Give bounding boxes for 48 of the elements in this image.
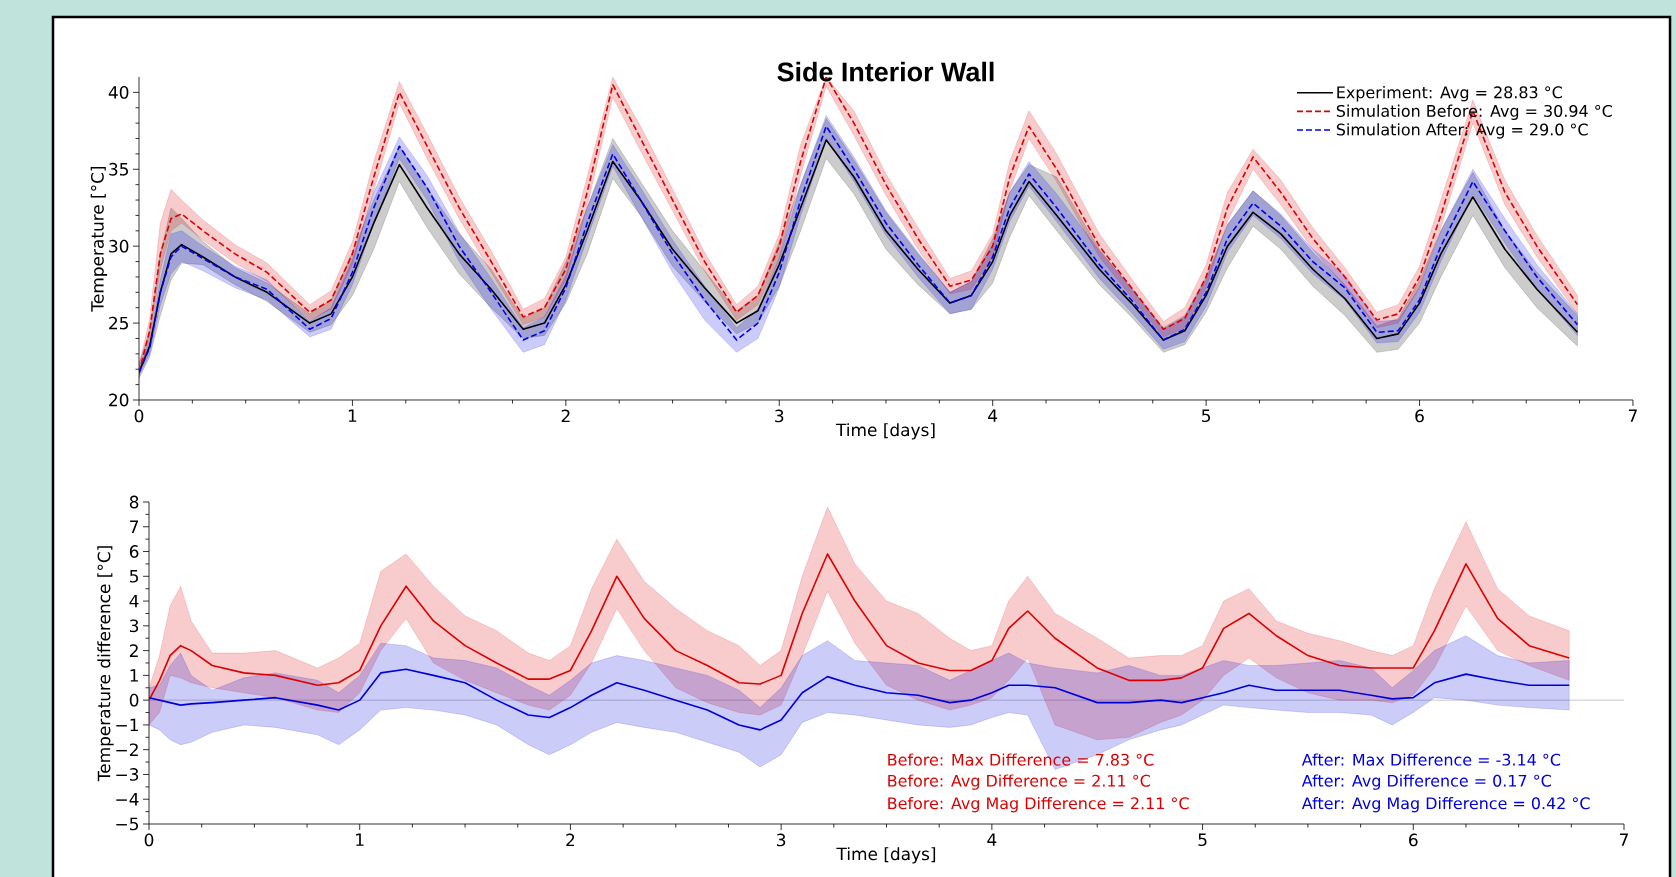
y-tick-label: −3 (116, 768, 139, 781)
y-tick-label: −1 (116, 718, 138, 732)
y-tick-label: −2 (116, 743, 138, 756)
legend-label: Simulation Before: Avg = 30.94 °C (1336, 104, 1612, 121)
x-tick-label: 3 (775, 409, 784, 423)
annotation: After: Max Difference = -3.14 °C (1301, 753, 1561, 766)
y-tick-label: 35 (109, 162, 128, 176)
x-tick-label: 5 (1202, 409, 1211, 423)
y-tick-label: 0 (129, 693, 139, 707)
x-tick-label: 5 (1198, 833, 1207, 847)
annotation: After: Avg Difference = 0.17 °C (1301, 774, 1551, 790)
x-tick-label: 4 (988, 409, 998, 422)
x-tick-label: 0 (144, 833, 154, 847)
x-tick-label: 2 (566, 833, 575, 847)
y-axis-title: Temperature difference [°C] (97, 546, 114, 782)
y-axis-title: Temperature [°C] (90, 166, 108, 312)
x-tick-label: 1 (348, 409, 357, 422)
y-tick-label: 40 (108, 85, 129, 99)
y-tick-label: 7 (130, 520, 139, 533)
y-tick-label: 1 (130, 669, 138, 682)
y-tick-label: −5 (116, 817, 138, 831)
x-tick-label: 7 (1620, 833, 1628, 846)
x-tick-label: 3 (777, 833, 786, 847)
chart-title: Side Interior Wall (777, 61, 994, 82)
y-tick-label: 25 (109, 316, 128, 330)
annotation: Before: Avg Mag Difference = 2.11 °C (888, 796, 1189, 813)
x-tick-label: 6 (1409, 833, 1418, 847)
annotation: Before: Max Difference = 7.83 °C (888, 753, 1154, 766)
y-tick-label: 20 (109, 393, 129, 407)
x-axis-title: Time [days] (836, 847, 936, 864)
x-tick-label: 1 (356, 833, 364, 846)
y-tick-label: 6 (129, 545, 139, 558)
x-tick-label: 2 (561, 409, 570, 423)
x-tick-label: 6 (1415, 409, 1424, 423)
y-tick-label: 5 (130, 570, 138, 583)
legend-label: Experiment: Avg = 28.83 °C (1337, 86, 1562, 102)
y-tick-label: 8 (129, 495, 139, 509)
annotation: Before: Avg Difference = 2.11 °C (888, 774, 1150, 790)
x-axis-title: Time [days] (835, 423, 935, 440)
x-tick-label: 7 (1628, 409, 1637, 422)
legend-label: Simulation After: Avg = 29.0 °C (1336, 123, 1588, 139)
y-tick-label: 30 (109, 239, 129, 253)
y-tick-label: 3 (130, 619, 139, 633)
y-tick-label: 4 (129, 594, 139, 608)
x-tick-label: 4 (987, 833, 997, 846)
y-tick-label: 2 (129, 644, 138, 657)
y-tick-label: −4 (116, 793, 139, 806)
annotation: After: Avg Mag Difference = 0.42 °C (1301, 796, 1590, 813)
